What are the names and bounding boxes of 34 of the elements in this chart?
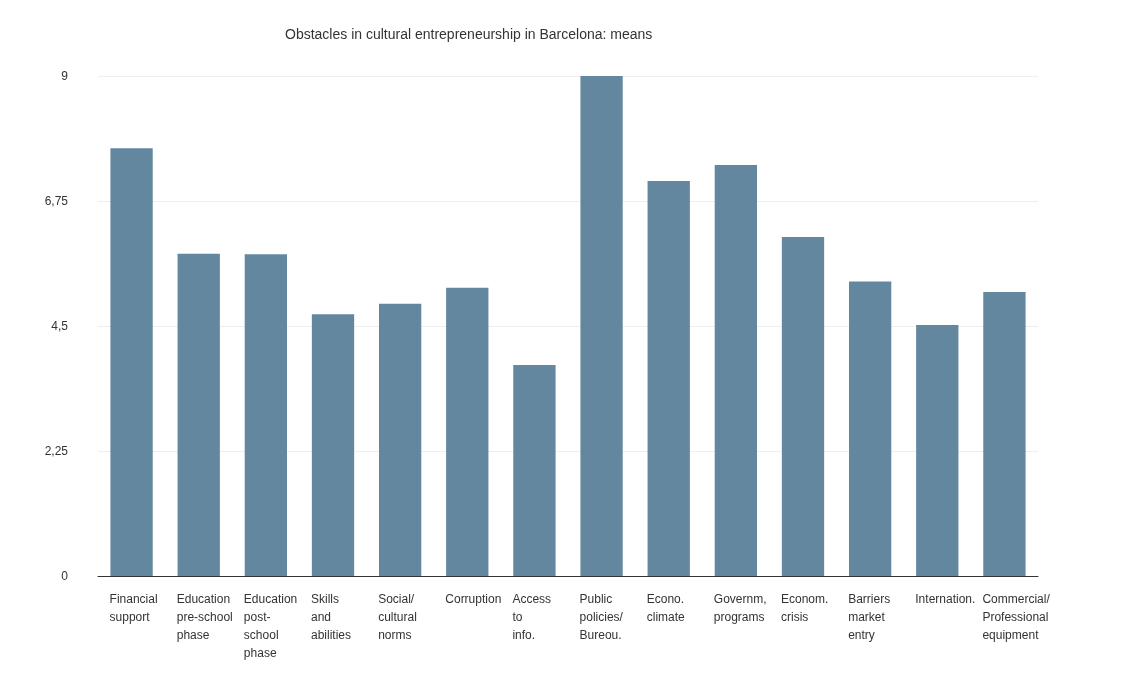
x-tick-label: Education pre-school phase	[176, 592, 233, 642]
x-tick-label: Corruption	[445, 592, 502, 606]
bar	[378, 303, 422, 576]
bar	[647, 181, 690, 576]
x-tick-label: Internation.	[915, 592, 976, 606]
x-tick-label: Education post- school phase	[243, 592, 298, 660]
y-tick-label: 0	[61, 569, 69, 583]
bar	[916, 324, 959, 576]
bar	[983, 292, 1026, 576]
bar	[446, 287, 489, 576]
x-tick-label: Governm, programs	[713, 592, 767, 624]
chart-title: Obstacles in cultural entrepreneurship in Barcelona: means	[285, 26, 653, 42]
bar	[513, 364, 556, 576]
y-tick-label: 6,75	[44, 194, 69, 208]
x-tick-label: Public policies/ Bureou.	[579, 592, 624, 642]
x-tick-label: Barriers market entry	[848, 592, 891, 642]
bar	[311, 314, 355, 576]
bar	[177, 253, 220, 576]
x-tick-label: Access to info.	[512, 592, 552, 642]
x-tick-label: Econo. climate	[646, 592, 686, 624]
bar	[781, 237, 825, 576]
x-tick-label: Commercial/ Professional equipment	[982, 592, 1051, 642]
y-tick-label: 4,5	[51, 319, 69, 333]
x-tick-label: Skills and abilities	[311, 592, 352, 642]
x-tick-label: Econom. crisis	[781, 592, 829, 624]
bar	[714, 164, 758, 576]
bar	[110, 148, 153, 576]
bar	[580, 76, 623, 576]
bar	[244, 254, 288, 576]
y-tick-label: 9	[61, 69, 69, 83]
x-tick-label: Financial support	[109, 592, 158, 624]
bar	[848, 281, 892, 576]
x-tick-label: Social/ cultural norms	[378, 592, 417, 642]
y-tick-label: 2,25	[44, 444, 69, 458]
